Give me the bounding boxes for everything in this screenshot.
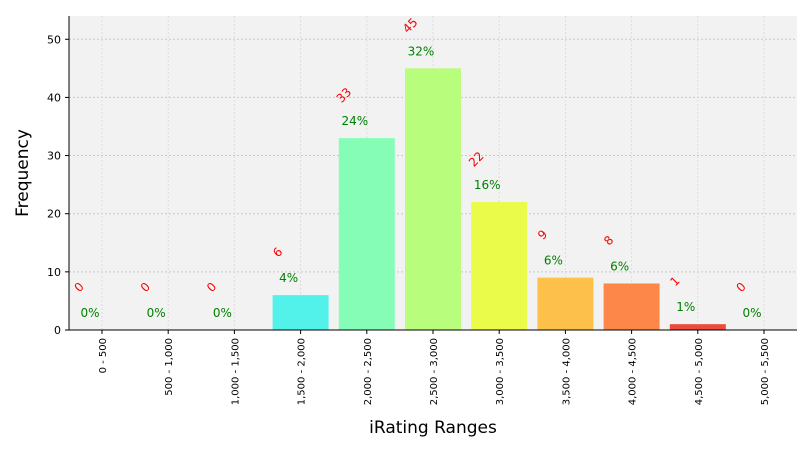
percent-label: 16% [474,178,501,192]
y-axis-title: Frequency [13,129,33,217]
x-tick-label: 2,000 - 2,500 [363,338,374,405]
percent-label: 0% [147,306,166,320]
y-tick-label: 30 [47,150,61,163]
bar [669,324,726,330]
percent-label: 4% [279,271,298,285]
y-tick-label: 20 [47,208,61,221]
percent-label: 6% [610,259,629,273]
y-tick-label: 50 [47,33,61,46]
x-tick-label: 3,500 - 4,000 [561,338,572,405]
x-tick-label: 0 - 500 [98,338,109,373]
y-tick-label: 40 [47,91,61,104]
y-ticks: 0 10 20 30 40 50 [47,33,69,337]
percent-label: 32% [408,44,435,58]
y-tick-label: 10 [47,266,61,279]
x-tick-label: 4,500 - 5,000 [694,338,705,405]
x-tick-label: 1,500 - 2,000 [297,338,308,405]
bar [603,283,660,330]
percent-label: 6% [544,254,563,268]
x-tick-label: 4,000 - 4,500 [628,338,639,405]
percent-label: 1% [676,300,695,314]
y-tick-label: 0 [54,324,61,337]
bar [272,295,329,330]
bar [405,68,461,330]
percent-label: 0% [80,306,99,320]
bar [338,138,395,330]
bars [272,68,726,330]
percent-label: 0% [742,306,761,320]
x-tick-label: 2,500 - 3,000 [429,338,440,405]
x-tick-label: 1,000 - 1,500 [230,338,241,405]
x-tick-label: 3,000 - 3,500 [495,338,506,405]
x-tick-label: 500 - 1,000 [164,338,175,396]
percent-label: 24% [341,114,368,128]
x-axis-title: iRating Ranges [369,418,497,438]
x-tick-label: 5,000 - 5,500 [760,338,771,405]
bar [537,277,594,330]
x-ticks: 0 - 500 500 - 1,000 1,000 - 1,500 1,500 - 2… [98,330,771,405]
percent-label: 0% [213,306,232,320]
bar [471,202,528,330]
